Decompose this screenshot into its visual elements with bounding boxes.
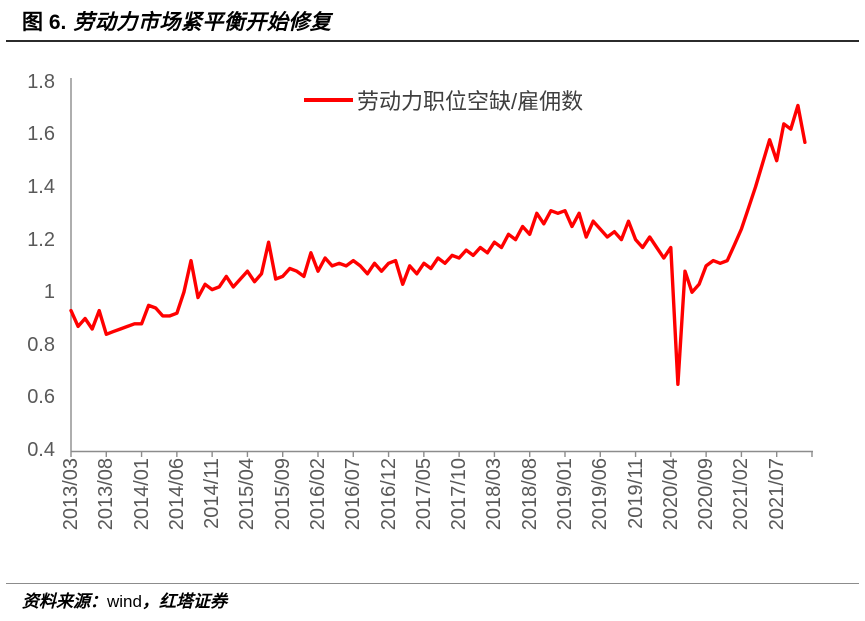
chart-legend: 劳动力职位空缺/雇佣数 (304, 86, 583, 114)
y-tick-label: 1.4 (27, 176, 55, 198)
x-tick-label: 2019/06 (589, 458, 612, 531)
y-tick-label: 1.8 (27, 70, 55, 93)
source-vendor: wind (107, 592, 142, 611)
title-separator (6, 40, 859, 42)
series-line (69, 103, 807, 386)
x-tick-label: 2015/04 (236, 458, 259, 531)
source-note: 资料来源：wind，红塔证券 (22, 591, 227, 613)
x-tick-label: 2016/12 (377, 458, 400, 531)
legend-label: 劳动力职位空缺/雇佣数 (357, 89, 584, 114)
x-tick-label: 2016/07 (342, 458, 365, 531)
x-tick-label: 2020/09 (695, 458, 718, 531)
figure-title-text: 劳动力市场紧平衡开始修复 (73, 10, 332, 34)
x-tick-label: 2017/10 (448, 458, 471, 531)
x-tick-label: 2017/05 (412, 458, 435, 531)
x-tick-label: 2021/02 (730, 458, 753, 531)
y-tick-label: 0.8 (27, 333, 55, 356)
figure-title: 图 6. 劳动力市场紧平衡开始修复 (22, 8, 331, 36)
y-tick-label: 0.6 (27, 386, 55, 409)
source-suffix: ，红塔证券 (141, 592, 227, 611)
x-tick-label: 2013/08 (95, 458, 118, 531)
x-tick-label: 2014/11 (201, 458, 224, 529)
x-tick-label: 2014/06 (165, 458, 188, 531)
x-tick-label: 2015/09 (271, 458, 294, 531)
y-tick-label: 1.6 (27, 123, 55, 146)
y-tick-label: 1 (43, 281, 55, 304)
figure-number: 图 6. (22, 11, 67, 34)
x-tick-label: 2019/01 (553, 458, 576, 531)
x-tick-label: 2014/01 (130, 458, 153, 531)
footer-separator (6, 583, 859, 584)
x-tick-label: 2018/08 (518, 458, 541, 531)
x-tick-label: 2016/02 (306, 458, 329, 531)
legend-line-swatch (304, 98, 353, 102)
y-tick-label: 1.2 (27, 228, 55, 251)
x-tick-label: 2020/04 (659, 458, 682, 531)
x-tick-label: 2019/11 (624, 458, 647, 529)
x-tick-label: 2018/03 (483, 458, 506, 531)
source-prefix: 资料来源： (22, 592, 107, 611)
x-tick-label: 2021/07 (765, 458, 788, 531)
y-tick-label: 0.4 (27, 439, 55, 461)
x-tick-label: 2013/03 (60, 458, 82, 531)
